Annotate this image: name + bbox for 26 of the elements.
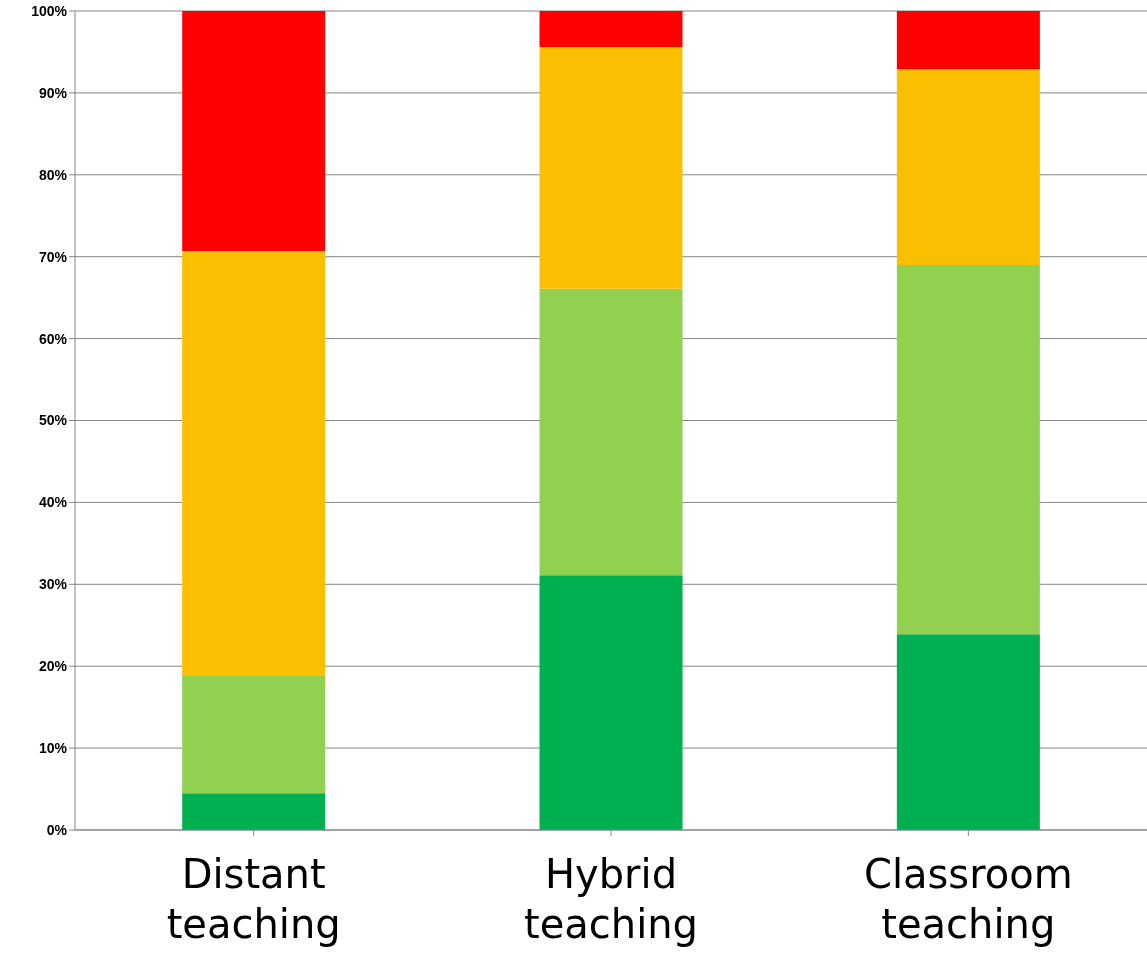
bar (182, 11, 326, 251)
bar (896, 264, 1040, 635)
y-tick-label: 0% (46, 821, 68, 838)
y-tick-label: 50% (38, 412, 68, 429)
y-tick-label: 20% (38, 658, 68, 675)
y-tick-label: 30% (38, 576, 68, 593)
x-tick-label: Hybrid teaching (523, 851, 699, 947)
bar (539, 47, 683, 289)
y-tick-label: 90% (38, 84, 68, 101)
bar (896, 11, 1040, 70)
bar (539, 288, 683, 576)
bar (182, 676, 326, 794)
y-tick-label: 80% (38, 166, 68, 183)
y-tick-label: 40% (38, 494, 68, 511)
y-tick-label: 100% (31, 2, 68, 19)
y-tick-label: 70% (38, 248, 68, 265)
x-tick-label: Distant teaching (166, 851, 341, 947)
bar (182, 250, 326, 677)
x-tick-label: Classroom teaching (863, 851, 1073, 947)
bar (182, 793, 326, 830)
y-tick-label: 10% (38, 740, 68, 757)
bar (896, 69, 1040, 265)
bar (539, 11, 683, 48)
y-tick-label: 60% (38, 330, 68, 347)
bar (539, 575, 683, 830)
bar (896, 634, 1040, 830)
